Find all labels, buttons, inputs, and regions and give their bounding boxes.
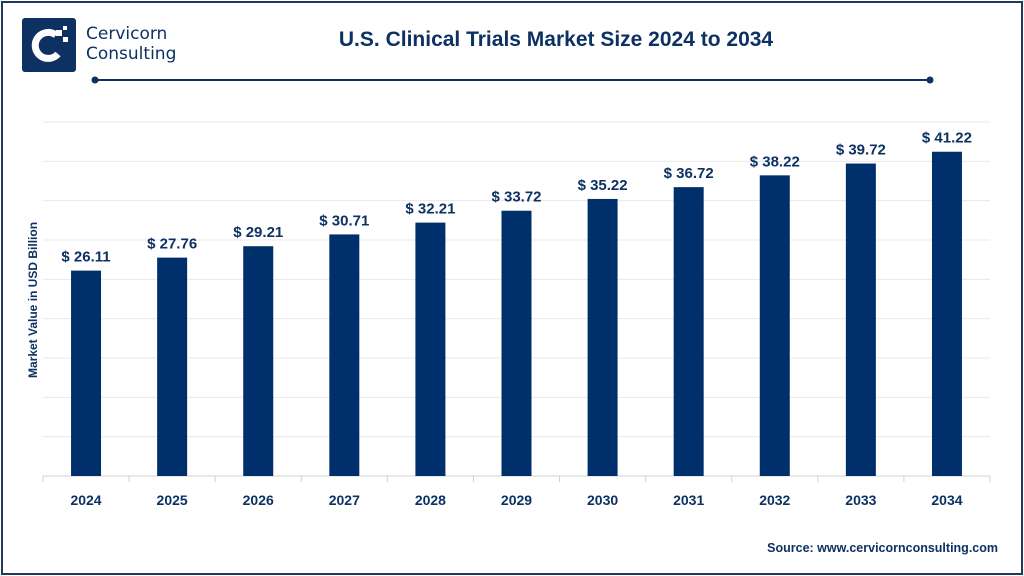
brand-name: Cervicorn Consulting xyxy=(86,24,176,64)
x-tick-label-2024: 2024 xyxy=(70,492,101,508)
source-text: Source: www.cervicornconsulting.com xyxy=(767,541,998,555)
x-tick-label-2028: 2028 xyxy=(415,492,446,508)
x-tick-label-2029: 2029 xyxy=(501,492,532,508)
y-axis-label: Market Value in USD Billion xyxy=(26,222,40,378)
x-tick-label-2027: 2027 xyxy=(329,492,360,508)
x-tick-label-2030: 2030 xyxy=(587,492,618,508)
bar-2032 xyxy=(759,175,790,476)
bar-2027 xyxy=(329,234,360,476)
bar-2025 xyxy=(157,257,188,476)
bar-2026 xyxy=(243,246,274,476)
data-label-2026: $ 29.21 xyxy=(233,224,283,241)
data-label-2032: $ 38.22 xyxy=(750,153,800,170)
data-label-2031: $ 36.72 xyxy=(664,165,714,182)
cervicorn-logo-icon xyxy=(22,18,76,72)
underline-dot-right xyxy=(926,76,934,84)
bar-2028 xyxy=(415,222,446,476)
bar-2034 xyxy=(931,151,962,476)
data-label-2034: $ 41.22 xyxy=(922,130,972,147)
data-label-2028: $ 32.21 xyxy=(405,201,455,218)
chart-title: U.S. Clinical Trials Market Size 2024 to… xyxy=(338,28,774,51)
bar-2024 xyxy=(71,270,102,476)
data-label-2024: $ 26.11 xyxy=(61,249,110,266)
x-tick-label-2026: 2026 xyxy=(243,492,274,508)
bar-2031 xyxy=(673,187,704,477)
bar-2033 xyxy=(845,163,876,476)
bar-2029 xyxy=(501,210,532,476)
underline-dot-left xyxy=(91,76,99,84)
data-label-2033: $ 39.72 xyxy=(836,142,886,159)
x-tick-label-2033: 2033 xyxy=(845,492,876,508)
x-tick-label-2032: 2032 xyxy=(759,492,790,508)
brand-line-1: Cervicorn xyxy=(86,24,168,44)
x-tick-label-2034: 2034 xyxy=(931,492,962,508)
x-tick-label-2025: 2025 xyxy=(157,492,188,508)
data-label-2030: $ 35.22 xyxy=(578,177,628,194)
brand-line-2: Consulting xyxy=(86,44,177,64)
x-tick-label-2031: 2031 xyxy=(673,492,704,508)
data-label-2027: $ 30.71 xyxy=(319,212,369,229)
data-label-2025: $ 27.76 xyxy=(147,236,197,253)
data-label-2029: $ 33.72 xyxy=(491,189,541,206)
bar-2030 xyxy=(587,198,618,476)
